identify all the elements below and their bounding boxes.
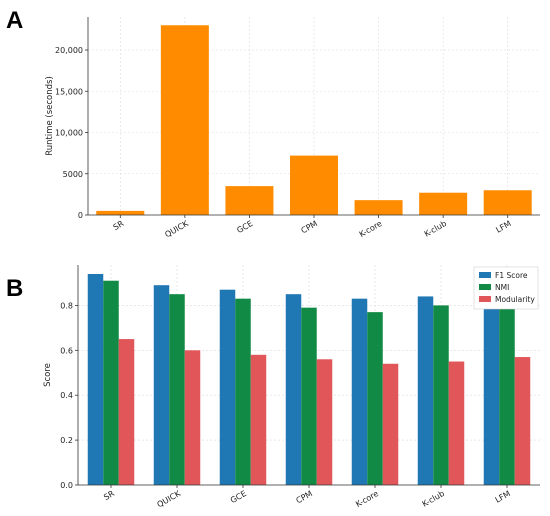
y-tick-label: 0 [78, 211, 83, 220]
bar-modularity [118, 339, 135, 485]
legend-label: F1 Score [495, 271, 528, 280]
legend-label: NMI [495, 283, 509, 292]
bar-f1-score [153, 285, 170, 485]
bar-modularity [382, 363, 399, 485]
x-tick-label: SR [112, 219, 126, 232]
bar [419, 192, 468, 215]
panel-b-letter: B [6, 275, 23, 302]
y-tick-label: 0.8 [60, 301, 73, 310]
x-tick-label: GCE [235, 219, 254, 235]
bar-modularity [316, 359, 333, 485]
x-tick-label: QUICK [163, 219, 190, 240]
bar-nmi [367, 312, 383, 485]
x-tick-label: K-club [421, 489, 446, 509]
y-tick-label: 0.0 [60, 481, 73, 490]
x-tick-label: LFM [494, 219, 512, 235]
bar [160, 25, 209, 215]
bar [96, 210, 145, 215]
x-tick-label: SR [102, 489, 116, 502]
bar-nmi [301, 307, 317, 485]
y-tick-label: 20,000 [55, 46, 83, 55]
bar [225, 186, 274, 215]
bar-f1-score [219, 289, 236, 485]
x-tick-label: GCE [229, 489, 248, 505]
x-tick-label: LFM [494, 489, 512, 505]
bar-f1-score [417, 296, 434, 485]
legend-swatch [479, 296, 491, 302]
bar [354, 200, 403, 215]
legend-swatch [479, 284, 491, 290]
runtime-chart: 0 5000 10,000 15,000 20,000 SR QUICK GCE CPM K-co… [45, 17, 540, 239]
bar-modularity [514, 357, 531, 485]
x-tick-label: K-core [358, 219, 384, 239]
bar-nmi [103, 280, 119, 485]
y-tick-label: 0.6 [60, 346, 73, 355]
bar-f1-score [483, 291, 500, 485]
bar-f1-score [87, 273, 104, 485]
bar-f1-score [351, 298, 368, 485]
bar-modularity [250, 354, 267, 485]
score-chart: 0.0 0.2 0.4 0.6 0.8 SR QUICK GCE CPM K-core K-club… [43, 265, 540, 509]
x-tick-label: K-club [423, 219, 448, 239]
bar [290, 155, 338, 215]
y-axis-title: Score [43, 363, 53, 387]
y-axis-title: Runtime (seconds) [45, 76, 55, 156]
bar [483, 190, 532, 215]
bar-nmi [499, 303, 515, 485]
bar-modularity [448, 361, 465, 485]
bar-nmi [169, 294, 185, 485]
y-tick-label: 0.4 [60, 391, 73, 400]
y-tick-label: 15,000 [55, 87, 83, 96]
x-tick-label: CPM [300, 219, 320, 235]
y-tick-label: 0.2 [60, 436, 73, 445]
bar-nmi [433, 305, 449, 485]
y-tick-label: 5000 [63, 170, 83, 179]
legend-label: Modularity [495, 295, 535, 304]
x-tick-label: K-core [354, 489, 380, 509]
y-tick-label: 10,000 [55, 129, 83, 138]
x-tick-label: QUICK [156, 489, 183, 510]
bar-nmi [235, 298, 251, 485]
x-tick-label: CPM [295, 489, 315, 505]
legend-swatch [479, 272, 491, 278]
bar-modularity [184, 350, 201, 485]
bar-f1-score [285, 294, 302, 485]
panel-a-letter: A [6, 7, 23, 34]
